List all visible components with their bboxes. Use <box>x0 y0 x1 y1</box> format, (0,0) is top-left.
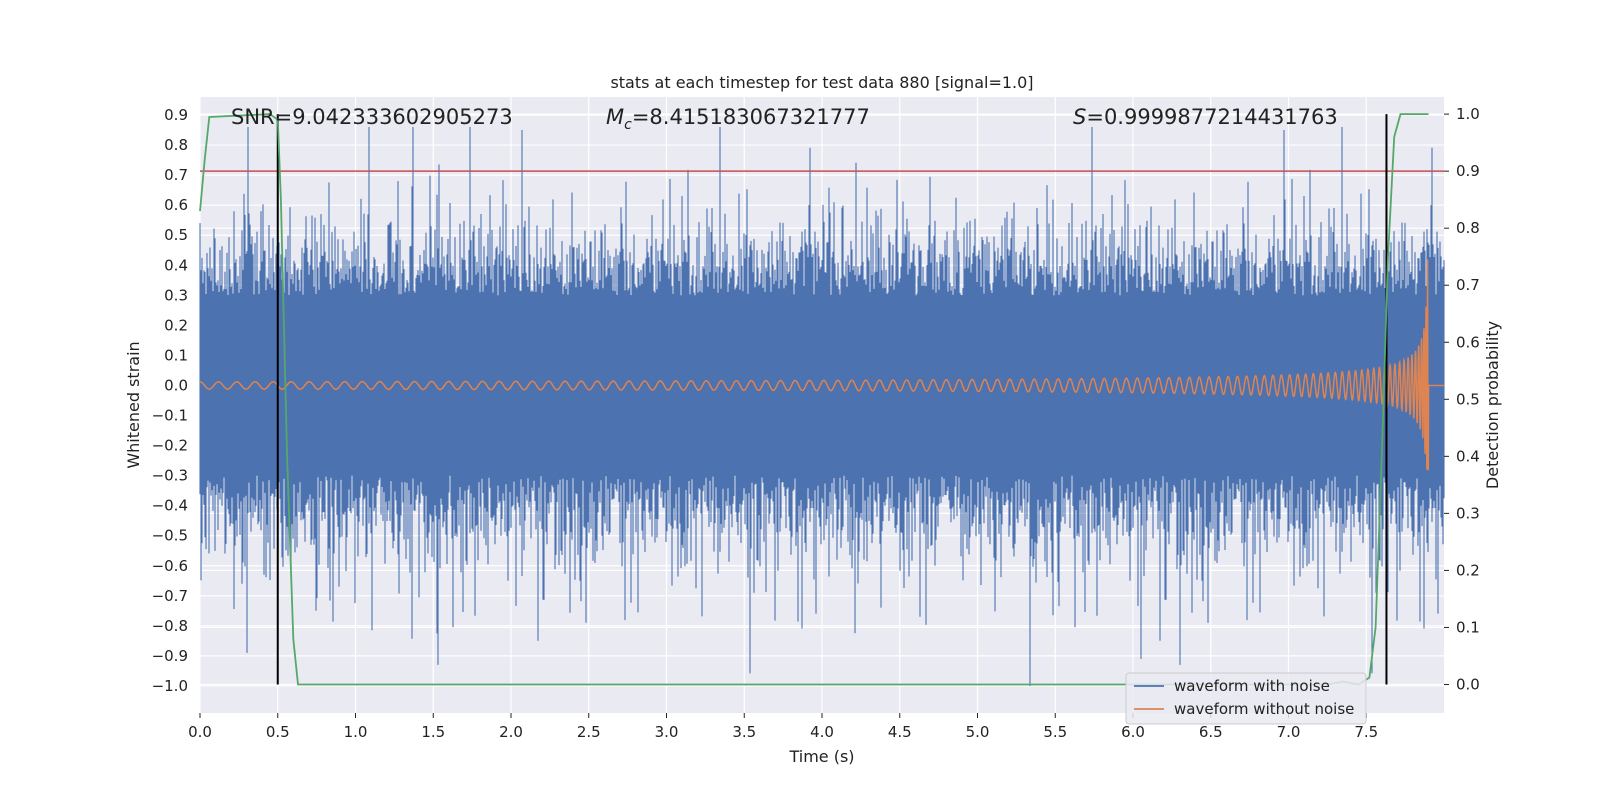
y-tick-label: 0.7 <box>164 166 188 184</box>
x-tick-label: 0.0 <box>188 723 212 741</box>
y-tick-label: −0.6 <box>152 557 188 575</box>
x-tick-label: 2.5 <box>577 723 601 741</box>
y-right-tick-label: 0.0 <box>1456 675 1480 693</box>
x-tick-label: 6.0 <box>1121 723 1145 741</box>
x-tick-label: 1.0 <box>344 723 368 741</box>
y-axis-label: Whitened strain <box>124 341 143 468</box>
mc-annotation: Mc=8.415183067321777 <box>606 105 870 133</box>
y-tick-label: −0.5 <box>152 527 188 545</box>
x-tick-label: 0.5 <box>266 723 290 741</box>
y-right-tick-label: 0.7 <box>1456 276 1480 294</box>
y-right-tick-label: 0.8 <box>1456 219 1480 237</box>
y-tick-label: −0.3 <box>152 467 188 485</box>
snr-annotation: SNR=9.042333602905273 <box>231 105 513 129</box>
y-tick-label: 0.1 <box>164 346 188 364</box>
y-right-tick-label: 0.2 <box>1456 561 1480 579</box>
y-right-tick-label: 1.0 <box>1456 105 1480 123</box>
y-tick-label: −0.9 <box>152 647 188 665</box>
y-tick-label: −0.1 <box>152 407 188 425</box>
x-tick-label: 1.5 <box>421 723 445 741</box>
chart-title: stats at each timestep for test data 880… <box>610 73 1033 92</box>
x-tick-label: 7.0 <box>1277 723 1301 741</box>
x-axis-label: Time (s) <box>788 747 854 766</box>
legend-box <box>1125 672 1367 725</box>
y-tick-label: 0.3 <box>164 286 188 304</box>
legend-label-noise: waveform with noise <box>1174 677 1330 695</box>
x-tick-label: 3.0 <box>655 723 679 741</box>
y-tick-label: −1.0 <box>152 677 188 695</box>
x-tick-label: 7.5 <box>1354 723 1378 741</box>
y-tick-label: 0.6 <box>164 196 188 214</box>
s-annotation: S=0.9999877214431763 <box>1073 105 1338 129</box>
y-axis-right-label: Detection probability <box>1483 321 1502 489</box>
clean-waveform-path <box>199 259 1444 471</box>
mc-value: =8.415183067321777 <box>632 105 870 129</box>
mc-subscript: c <box>624 117 632 133</box>
x-tick-label: 5.5 <box>1043 723 1067 741</box>
y-right-tick-label: 0.5 <box>1456 390 1480 408</box>
s-symbol: S <box>1073 105 1086 129</box>
mc-symbol: M <box>606 105 624 129</box>
y-tick-label: 0.2 <box>164 316 188 334</box>
y-tick-label: 0.9 <box>164 106 188 124</box>
y-tick-label: −0.2 <box>152 437 188 455</box>
x-tick-label: 3.5 <box>732 723 756 741</box>
x-tick-label: 6.5 <box>1199 723 1223 741</box>
y-right-tick-label: 0.9 <box>1456 162 1480 180</box>
x-tick-label: 5.0 <box>966 723 990 741</box>
s-value: =0.9999877214431763 <box>1086 105 1337 129</box>
y-right-tick-label: 0.3 <box>1456 504 1480 522</box>
y-tick-label: 0.8 <box>164 136 188 154</box>
overlay-lines <box>200 114 1444 685</box>
x-tick-label: 2.0 <box>499 723 523 741</box>
ticks: 0.0 0.5 1.0 1.5 2.0 2.5 3.0 3.5 4.0 4.5 5.0 5.5 6.0 6… <box>152 105 1480 741</box>
y-tick-label: 0.0 <box>164 376 188 394</box>
y-tick-label: −0.8 <box>152 617 188 635</box>
y-right-tick-label: 0.6 <box>1456 333 1480 351</box>
x-tick-label: 4.0 <box>810 723 834 741</box>
y-tick-label: −0.4 <box>152 497 188 515</box>
y-right-tick-label: 0.4 <box>1456 447 1480 465</box>
x-tick-label: 4.5 <box>888 723 912 741</box>
y-tick-label: 0.5 <box>164 226 188 244</box>
y-tick-label: 0.4 <box>164 256 188 274</box>
waveform-without-noise-series <box>199 259 1444 471</box>
y-tick-label: −0.7 <box>152 587 188 605</box>
y-right-tick-label: 0.1 <box>1456 618 1480 636</box>
legend: waveform with noise waveform without noi… <box>1125 672 1367 725</box>
legend-label-clean: waveform without noise <box>1174 700 1354 718</box>
